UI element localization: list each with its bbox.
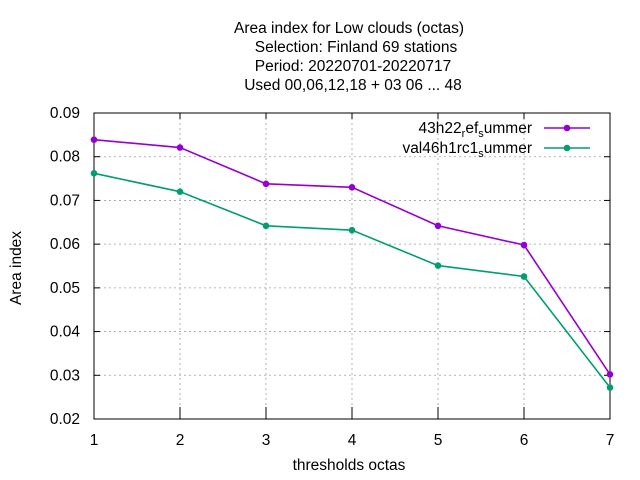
data-point bbox=[434, 262, 442, 269]
y-tick-label: 0.05 bbox=[50, 280, 80, 297]
data-point bbox=[348, 184, 356, 191]
data-series bbox=[90, 136, 614, 391]
title-line-2: Selection: Finland 69 stations bbox=[255, 39, 458, 56]
data-point bbox=[176, 188, 184, 195]
data-point bbox=[262, 180, 270, 188]
data-point bbox=[262, 222, 270, 230]
legend-label: val46h1rc1summer bbox=[402, 140, 532, 160]
y-tick-label: 0.09 bbox=[50, 105, 80, 122]
legend-label: 43h22refsummer bbox=[419, 120, 532, 140]
y-tick-label: 0.06 bbox=[50, 236, 80, 253]
x-tick-label: 2 bbox=[176, 432, 185, 449]
title-line-1: Area index for Low clouds (octas) bbox=[234, 20, 464, 37]
y-tick-label: 0.03 bbox=[50, 367, 80, 384]
data-point bbox=[520, 273, 528, 280]
tick-labels: 0.02 0.03 0.04 0.05 0.06 0.07 0.08 0.09 1 2 3 4 5 6 7 bbox=[50, 105, 614, 449]
title-line-3: Period: 20220701-20220717 bbox=[255, 58, 452, 75]
data-point bbox=[606, 371, 614, 378]
plot-frame bbox=[93, 112, 611, 420]
legend-entry: val46h1rc1summer bbox=[402, 140, 590, 160]
data-point bbox=[90, 136, 98, 143]
legend-entry: 43h22refsummer bbox=[419, 120, 590, 140]
x-tick-label: 3 bbox=[262, 432, 271, 449]
data-point bbox=[520, 241, 528, 249]
data-point bbox=[176, 144, 184, 151]
legend-marker bbox=[563, 124, 571, 132]
legend-marker bbox=[563, 144, 571, 152]
title-line-4: Used 00,06,12,18 + 03 06 ... 48 bbox=[244, 77, 462, 94]
y-axis-label: Area index bbox=[8, 231, 25, 305]
x-tick-label: 1 bbox=[90, 432, 99, 449]
y-tick-label: 0.08 bbox=[50, 149, 80, 166]
data-point bbox=[90, 170, 98, 177]
series-2 bbox=[90, 170, 614, 391]
series-1 bbox=[90, 136, 614, 378]
x-tick-label: 4 bbox=[348, 432, 357, 449]
chart-title: Area index for Low clouds (octas) Select… bbox=[234, 20, 464, 94]
data-point bbox=[606, 384, 614, 391]
x-tick-label: 7 bbox=[606, 432, 615, 449]
x-axis-label: thresholds octas bbox=[293, 457, 406, 474]
grid-lines bbox=[94, 113, 610, 419]
series-line bbox=[93, 172, 611, 389]
y-tick-label: 0.04 bbox=[50, 324, 81, 341]
x-tick-label: 6 bbox=[520, 432, 529, 449]
x-tick-label: 5 bbox=[434, 432, 443, 449]
data-point bbox=[434, 222, 442, 230]
y-tick-label: 0.02 bbox=[50, 411, 80, 428]
data-point bbox=[348, 226, 356, 234]
y-tick-label: 0.07 bbox=[50, 192, 80, 209]
